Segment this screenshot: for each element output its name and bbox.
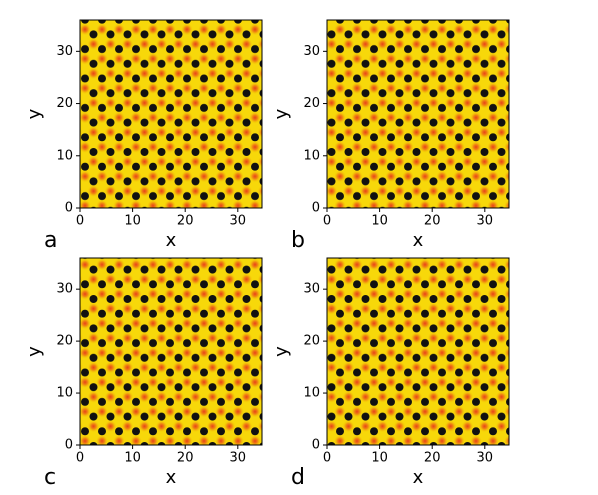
y-tick-label: 0 bbox=[65, 438, 73, 453]
panel-label: a bbox=[44, 228, 57, 253]
x-axis-label: x bbox=[413, 230, 424, 251]
y-tick-label: 30 bbox=[303, 44, 320, 59]
y-tick-label: 0 bbox=[65, 201, 73, 216]
y-axis-label: y bbox=[271, 346, 292, 357]
y-axis-label: y bbox=[271, 108, 292, 119]
y-tick-label: 30 bbox=[303, 282, 320, 297]
y-tick-label: 30 bbox=[56, 44, 73, 59]
x-tick-label: 0 bbox=[76, 214, 84, 229]
y-tick-label: 30 bbox=[56, 282, 73, 297]
x-tick-label: 30 bbox=[230, 214, 247, 229]
x-axis-label: x bbox=[166, 467, 177, 488]
x-tick-label: 30 bbox=[230, 451, 247, 466]
x-tick-label: 20 bbox=[424, 214, 441, 229]
x-tick-label: 10 bbox=[371, 451, 388, 466]
x-axis-label: x bbox=[413, 467, 424, 488]
x-tick-label: 0 bbox=[76, 451, 84, 466]
image-area bbox=[327, 20, 509, 208]
x-tick-label: 10 bbox=[371, 214, 388, 229]
frame bbox=[79, 257, 263, 446]
y-tick-label: 10 bbox=[56, 386, 73, 401]
y-axis-label: y bbox=[24, 346, 45, 357]
x-tick-label: 20 bbox=[424, 451, 441, 466]
y-tick-label: 0 bbox=[312, 201, 320, 216]
x-tick-label: 30 bbox=[477, 451, 494, 466]
frame bbox=[326, 19, 510, 209]
y-tick-label: 20 bbox=[56, 334, 73, 349]
image-area bbox=[327, 258, 509, 445]
x-axis-label: x bbox=[166, 230, 177, 251]
y-tick-label: 10 bbox=[303, 148, 320, 163]
y-tick-label: 20 bbox=[56, 96, 73, 111]
y-axis-label: y bbox=[24, 108, 45, 119]
y-tick-label: 20 bbox=[303, 96, 320, 111]
x-tick-label: 10 bbox=[124, 451, 141, 466]
y-tick-label: 20 bbox=[303, 334, 320, 349]
frame bbox=[326, 257, 510, 446]
x-tick-label: 20 bbox=[177, 214, 194, 229]
image-area bbox=[80, 20, 262, 208]
panel-label: c bbox=[44, 465, 56, 490]
panel-label: d bbox=[291, 465, 305, 490]
image-area bbox=[80, 258, 262, 445]
x-tick-label: 20 bbox=[177, 451, 194, 466]
x-tick-label: 30 bbox=[477, 214, 494, 229]
x-tick-label: 0 bbox=[323, 451, 331, 466]
y-tick-label: 10 bbox=[56, 148, 73, 163]
y-tick-label: 0 bbox=[312, 438, 320, 453]
panel-label: b bbox=[291, 228, 305, 253]
x-tick-label: 10 bbox=[124, 214, 141, 229]
x-tick-label: 0 bbox=[323, 214, 331, 229]
frame bbox=[79, 19, 263, 209]
y-tick-label: 10 bbox=[303, 386, 320, 401]
